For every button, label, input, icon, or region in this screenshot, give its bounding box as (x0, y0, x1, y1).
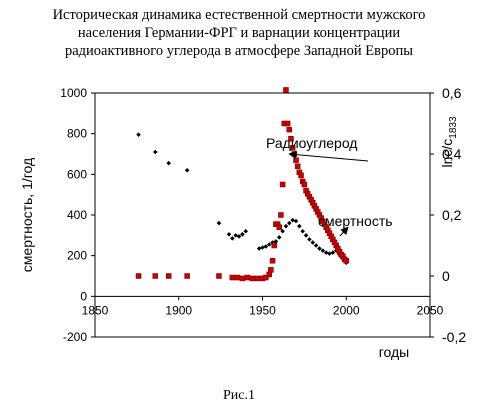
y-tick-label: 200 (67, 249, 87, 263)
radiocarbon-point (283, 87, 289, 93)
y-tick-label: 400 (67, 208, 87, 222)
title-line-1: Историческая динамика естественной смерт… (52, 7, 426, 23)
y2-tick-label: 0 (442, 268, 450, 284)
mortality-point (297, 223, 302, 229)
radiocarbon-point (263, 274, 269, 281)
title-line-3: радиоактивного углерода в атмосфере Запа… (64, 43, 414, 59)
y-axis-label: смертность, 1/год (19, 158, 35, 272)
radiocarbon-point (152, 273, 159, 279)
mortality-point (283, 223, 289, 229)
mortality-point (310, 240, 316, 245)
radiocarbon-point (229, 274, 236, 281)
mortality-point (293, 218, 299, 224)
title-line-2: населения Германии-ФРГ и варнации концен… (77, 25, 401, 41)
radiocarbon-point (269, 258, 276, 264)
annotation-arrow (339, 226, 349, 237)
chart-title: Историческая динамика естественной смерт… (14, 6, 464, 60)
mortality-point (260, 245, 265, 250)
radiocarbon-point (301, 181, 308, 188)
mortality-point (276, 235, 282, 240)
mortality-point (216, 220, 222, 226)
y2-axis-label: lnc/c1833 (439, 116, 459, 167)
y2-tick-label: 0,2 (442, 207, 462, 223)
y2-tick-label: 0,4 (442, 146, 462, 162)
radiocarbon-point (239, 275, 246, 282)
radiocarbon-point (298, 172, 304, 179)
radiocarbon-point (254, 275, 261, 282)
x-tick-label: 2050 (417, 303, 444, 317)
mortality-point (287, 220, 292, 226)
radiocarbon-point (266, 271, 272, 278)
mortality-point (166, 160, 171, 166)
radiocarbon-point (271, 242, 277, 249)
radiocarbon-point (294, 163, 301, 169)
radiocarbon-point (135, 273, 142, 279)
radiocarbon-point (278, 212, 284, 218)
radiocarbon-point (268, 267, 274, 273)
x-tick-label: 2000 (333, 303, 360, 317)
mortality-point (303, 233, 309, 238)
y-tick-label: 0 (80, 289, 87, 303)
y2-axis-label-main: lnc/c (439, 139, 455, 168)
radiocarbon-point (216, 273, 222, 279)
mortality-point (153, 149, 158, 155)
y2-tick-label: 0,6 (442, 85, 462, 101)
y-tick-label: 800 (67, 127, 87, 141)
mortality-point (290, 217, 295, 223)
mortality-point (263, 244, 269, 249)
radiocarbon-point (288, 136, 294, 142)
x-axis-label: годы (379, 344, 410, 360)
radiocarbon-point (289, 145, 296, 151)
mortality-point (226, 232, 232, 237)
annotation-label: Радиоуглерод (266, 135, 357, 151)
radiocarbon-point (184, 273, 190, 279)
mortality-point (256, 246, 262, 251)
chart-svg: -200 0 200 400 600 800 1000 -0,2 0 0,2 0,4 0,6 185… (19, 85, 466, 360)
mortality-point (307, 237, 312, 242)
radiocarbon-point (244, 274, 251, 281)
mortality-point (300, 229, 305, 234)
mortality-point (233, 233, 238, 238)
x-tick-label: 1850 (82, 303, 109, 317)
radiocarbon-point (276, 224, 282, 230)
radiocarbon-point (286, 126, 293, 133)
y-tick-label: 1000 (60, 86, 87, 100)
mortality-point (184, 168, 190, 173)
y2-tick-label: -0,2 (442, 329, 466, 345)
mortality-point (230, 236, 235, 241)
annotation-arrow (288, 150, 369, 162)
x-tick-label: 1900 (165, 303, 192, 317)
x-tick-label: 1950 (249, 303, 276, 317)
radiocarbon-point (284, 120, 291, 127)
y-tick-label: -200 (63, 330, 87, 344)
figure-caption: Рис.1 (223, 388, 255, 403)
mortality-point (320, 248, 326, 253)
annotation-label: смертность (318, 213, 393, 229)
mortality-point (327, 251, 332, 256)
radiocarbon-point (279, 181, 286, 188)
radiocarbon-point (343, 258, 349, 264)
radiocarbon-point (293, 157, 299, 163)
mortality-point (313, 243, 319, 248)
radiocarbon-point (234, 274, 241, 281)
mortality-point (136, 132, 141, 137)
y-tick-label: 600 (67, 167, 87, 181)
mortality-point (243, 229, 249, 234)
y2-axis-label-sub: 1833 (448, 116, 459, 139)
radiocarbon-point (165, 273, 172, 279)
mortality-point (280, 229, 285, 234)
radiocarbon-point (249, 275, 256, 282)
